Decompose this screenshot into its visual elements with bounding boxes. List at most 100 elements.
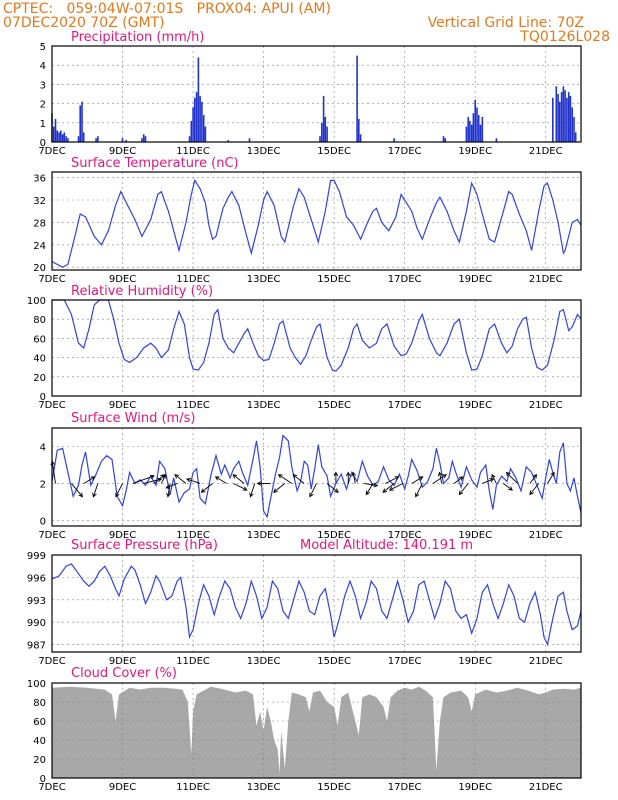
panel0-bar-40 bbox=[359, 134, 362, 142]
panel0-bar-50 bbox=[476, 107, 478, 142]
panel0-bar-66 bbox=[573, 117, 575, 142]
panel3-wind-arrowhead-17 bbox=[249, 492, 254, 498]
panel2-series-line bbox=[52, 299, 582, 372]
panel3-xtick-3: 13DEC bbox=[247, 530, 281, 541]
panel3-wind-arrow-34 bbox=[432, 474, 447, 484]
panel0-bar-39 bbox=[358, 119, 360, 142]
panel5-ytick-0: 0 bbox=[40, 774, 46, 785]
panel0-bar-25 bbox=[195, 92, 198, 142]
panel3-wind-arrow-0 bbox=[51, 461, 56, 484]
panel3-xtick-5: 17DEC bbox=[388, 530, 422, 541]
panel0-bar-15 bbox=[97, 136, 99, 142]
panel3-wind-arrow-38 bbox=[482, 478, 494, 484]
panel2-xtick-0: 7DEC bbox=[38, 400, 65, 411]
panel0-bar-60 bbox=[562, 86, 565, 142]
panel5-cloud-area bbox=[52, 686, 581, 778]
panel0-bar-37 bbox=[326, 126, 328, 142]
panel0-ytick-0: 0 bbox=[40, 138, 46, 149]
panel0-bar-29 bbox=[202, 115, 205, 142]
panel1-series-line bbox=[51, 178, 582, 268]
panel3-wind-arrow-7 bbox=[153, 474, 165, 484]
header-line2: 07DEC2020 70Z (GMT) bbox=[3, 15, 165, 31]
panel0-bar-54 bbox=[495, 138, 498, 142]
panel1-xtick-3: 13DEC bbox=[247, 274, 281, 285]
panel0-xtick-3: 13DEC bbox=[247, 146, 281, 157]
panel3-wind-arrow-13 bbox=[201, 483, 213, 493]
panel3-wind-arrow-40 bbox=[503, 483, 513, 491]
panel5-xtick-1: 9DEC bbox=[109, 782, 136, 793]
panel3-wind-arrowhead-40 bbox=[508, 486, 513, 491]
panel0-bar-62 bbox=[566, 97, 568, 142]
panel2-ytick-1: 20 bbox=[33, 373, 46, 384]
panel3-wind-arrowhead-43 bbox=[529, 490, 534, 496]
panel0-bar-67 bbox=[574, 132, 577, 142]
panel2-xtick-3: 13DEC bbox=[247, 400, 281, 411]
header-right2: TQ0126L028 bbox=[520, 29, 610, 45]
panel3-wind-arrowhead-38 bbox=[489, 478, 495, 483]
wind-title: Surface Wind (m/s) bbox=[71, 411, 196, 426]
panel3-xtick-7: 21DEC bbox=[529, 530, 563, 541]
panel3-wind-arrow-36 bbox=[453, 476, 464, 484]
panel2-frame bbox=[51, 299, 582, 397]
panel0-bar-22 bbox=[190, 120, 193, 142]
panel3-wind-arrowhead-3 bbox=[92, 492, 97, 498]
pressure-title: Surface Pressure (hPa) bbox=[71, 538, 218, 553]
panel1-xtick-0: 7DEC bbox=[38, 274, 65, 285]
humidity-title: Relative Humidity (%) bbox=[71, 284, 214, 299]
panel0-bar-52 bbox=[479, 124, 482, 142]
panel3-wind-arrowhead-29 bbox=[394, 476, 400, 481]
panel3-wind-arrow-41 bbox=[506, 472, 518, 484]
panel3-frame bbox=[51, 427, 582, 527]
panel0-bar-8 bbox=[65, 136, 67, 142]
panel3-xtick-1: 9DEC bbox=[109, 530, 136, 541]
pressure-subtitle: Model Altitude: 140.191 m bbox=[300, 538, 474, 553]
panel2-xtick-1: 9DEC bbox=[109, 400, 136, 411]
panel0-bar-45 bbox=[467, 117, 469, 142]
panel5-ytick-3: 60 bbox=[33, 717, 46, 728]
panel0-bar-41 bbox=[393, 138, 395, 142]
panel0-bar-31 bbox=[227, 140, 230, 142]
panel0-bar-16 bbox=[121, 138, 124, 142]
panel5-xtick-4: 15DEC bbox=[317, 782, 351, 793]
panel0-bar-33 bbox=[319, 136, 321, 142]
panel0-xtick-7: 21DEC bbox=[529, 146, 563, 157]
temperature-title: Surface Temperature (nC) bbox=[71, 156, 239, 171]
panel3-wind-arrow-21 bbox=[292, 474, 305, 484]
panel0-bar-27 bbox=[199, 95, 201, 142]
panel5-xtick-2: 11DEC bbox=[176, 782, 210, 793]
panel5-xtick-5: 17DEC bbox=[388, 782, 422, 793]
panel3-wind-arrow-32 bbox=[411, 476, 423, 484]
panel3-wind-arrow-2 bbox=[83, 476, 95, 484]
panel2-xtick-7: 21DEC bbox=[529, 400, 563, 411]
panel3-wind-arrow-16 bbox=[232, 474, 245, 484]
panel4-ytick-3: 996 bbox=[27, 573, 46, 584]
panel3-wind-arrowhead-22 bbox=[309, 492, 314, 498]
panel3-wind-arrowhead-21 bbox=[292, 474, 298, 479]
panel0-xtick-2: 11DEC bbox=[176, 146, 210, 157]
panel0-bar-7 bbox=[63, 132, 66, 142]
panel0-ytick-5: 5 bbox=[40, 42, 46, 53]
panel3-wind-arrowhead-32 bbox=[418, 476, 424, 481]
panel3-wind-arrowhead-9 bbox=[166, 492, 171, 498]
panel0-bar-26 bbox=[197, 57, 200, 142]
panel5-ytick-5: 100 bbox=[27, 679, 46, 690]
panel3-wind-arrow-14 bbox=[215, 476, 227, 484]
panel3-wind-arrow-20 bbox=[278, 474, 293, 484]
panel4-xtick-7: 21DEC bbox=[529, 656, 563, 667]
panel5-ytick-2: 40 bbox=[33, 736, 46, 747]
panel0-bar-56 bbox=[555, 86, 558, 142]
panel3-wind-arrow-22 bbox=[309, 483, 317, 497]
panel0-bar-28 bbox=[201, 101, 203, 142]
panel3-wind-arrowhead-24 bbox=[333, 471, 339, 477]
panel3-wind-arrowhead-27 bbox=[373, 482, 379, 488]
panel3-wind-arrow-23 bbox=[326, 483, 339, 493]
panel3-wind-arrowhead-35 bbox=[437, 471, 443, 477]
panel0-bar-35 bbox=[322, 95, 325, 142]
panel0-bar-53 bbox=[481, 117, 484, 142]
panel3-wind-arrow-8 bbox=[160, 474, 167, 484]
panel3-wind-arrowhead-39 bbox=[491, 473, 496, 479]
panel3-wind-arrowhead-14 bbox=[214, 476, 220, 481]
panel2-xtick-2: 11DEC bbox=[176, 400, 210, 411]
panel0-bar-23 bbox=[192, 107, 194, 142]
panel4-xtick-3: 13DEC bbox=[247, 656, 281, 667]
